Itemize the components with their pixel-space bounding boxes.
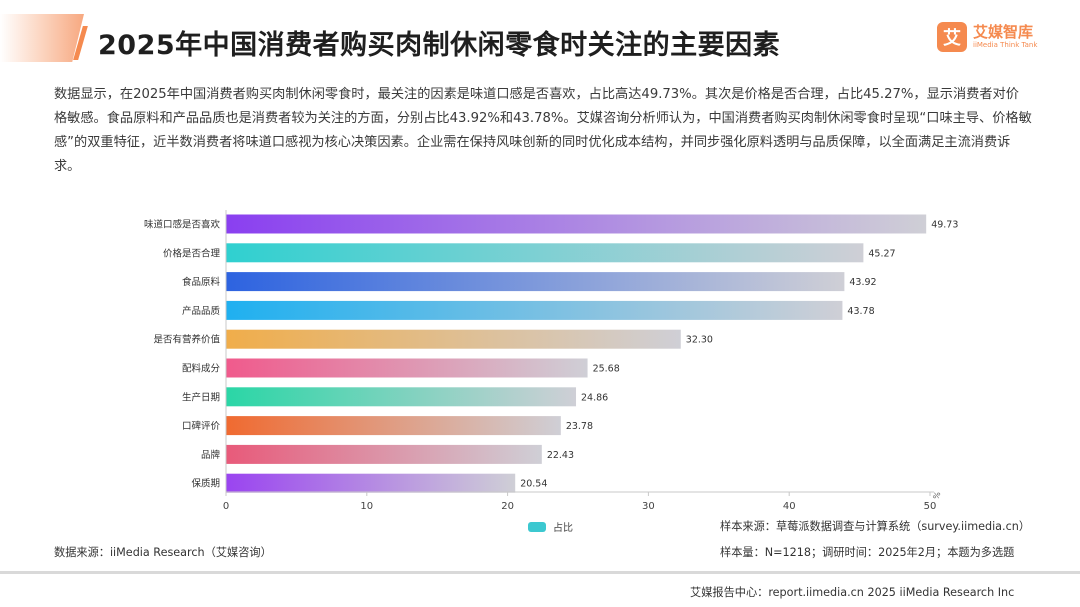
logo-icon: 艾 bbox=[937, 22, 967, 52]
legend-swatch bbox=[528, 521, 546, 532]
category-label-3: 食品原料 bbox=[182, 276, 221, 288]
bar-6 bbox=[226, 358, 588, 378]
category-label-2: 价格是否合理 bbox=[163, 247, 221, 259]
x-unit-label: % bbox=[931, 490, 942, 501]
value-label-5: 32.30 bbox=[686, 335, 713, 346]
page-title: 2025年中国消费者购买肉制休闲零食时关注的主要因素 bbox=[98, 30, 781, 61]
bar-1 bbox=[226, 214, 927, 234]
brand-logo: 艾 艾媒智库 iiMedia Think Tank bbox=[937, 22, 1037, 52]
category-label-5: 是否有营养价值 bbox=[153, 334, 220, 346]
category-label-1: 味道口感是否喜欢 bbox=[144, 219, 221, 231]
value-label-8: 23.78 bbox=[566, 421, 593, 432]
sample-source-note: 样本来源：草莓派数据调查与计算系统（survey.iimedia.cn） bbox=[720, 520, 1031, 533]
value-label-9: 22.43 bbox=[547, 450, 574, 461]
x-tick-label-3: 20 bbox=[501, 501, 514, 512]
bar-chart: 味道口感是否喜欢 49.73 价格是否合理 45.27 食品原料 43.92 产品品质 43.… bbox=[144, 210, 958, 512]
category-label-9: 品牌 bbox=[201, 449, 221, 461]
value-label-10: 20.54 bbox=[520, 479, 547, 490]
x-tick-label-2: 10 bbox=[360, 501, 373, 512]
x-tick-label-5: 40 bbox=[783, 501, 796, 512]
bar-3 bbox=[226, 272, 845, 292]
category-label-6: 配料成分 bbox=[182, 363, 221, 375]
value-label-3: 43.92 bbox=[849, 277, 876, 288]
chart-legend: 占比 bbox=[528, 519, 573, 534]
value-label-7: 24.86 bbox=[581, 392, 608, 403]
logo-text: 艾媒智库 iiMedia Think Tank bbox=[973, 24, 1037, 50]
footer-credit: 艾媒报告中心：report.iimedia.cn 2025 iiMedia Re… bbox=[690, 586, 1015, 599]
value-label-2: 45.27 bbox=[868, 248, 895, 259]
legend-label: 占比 bbox=[553, 523, 573, 534]
data-source-note: 数据来源：iiMedia Research（艾媒咨询） bbox=[54, 546, 272, 559]
footer-divider bbox=[0, 571, 1080, 574]
bar-8 bbox=[226, 416, 561, 436]
bar-10 bbox=[226, 473, 516, 493]
sample-size-note: 样本量：N=1218；调研时间：2025年2月；本题为多选题 bbox=[720, 546, 1015, 559]
bar-9 bbox=[226, 444, 542, 464]
x-tick-label-6: 50 bbox=[924, 501, 937, 512]
category-label-4: 产品品质 bbox=[182, 305, 221, 317]
category-label-8: 口碑评价 bbox=[182, 420, 221, 432]
x-tick-label-1: 0 bbox=[223, 501, 229, 512]
category-label-7: 生产日期 bbox=[182, 391, 220, 403]
bar-4 bbox=[226, 300, 843, 320]
value-label-1: 49.73 bbox=[931, 220, 958, 231]
summary-paragraph: 数据显示，在2025年中国消费者购买肉制休闲零食时，最关注的因素是味道口感是否喜… bbox=[54, 87, 1032, 174]
header-accent-band bbox=[0, 14, 84, 62]
value-label-6: 25.68 bbox=[593, 364, 620, 375]
bar-2 bbox=[226, 243, 864, 263]
bar-5 bbox=[226, 329, 681, 349]
bar-7 bbox=[226, 387, 577, 407]
logo-subtitle: iiMedia Think Tank bbox=[973, 41, 1038, 49]
category-label-10: 保质期 bbox=[191, 478, 220, 490]
x-tick-label-4: 30 bbox=[642, 501, 655, 512]
logo-name: 艾媒智库 bbox=[973, 23, 1034, 41]
value-label-4: 43.78 bbox=[847, 306, 874, 317]
